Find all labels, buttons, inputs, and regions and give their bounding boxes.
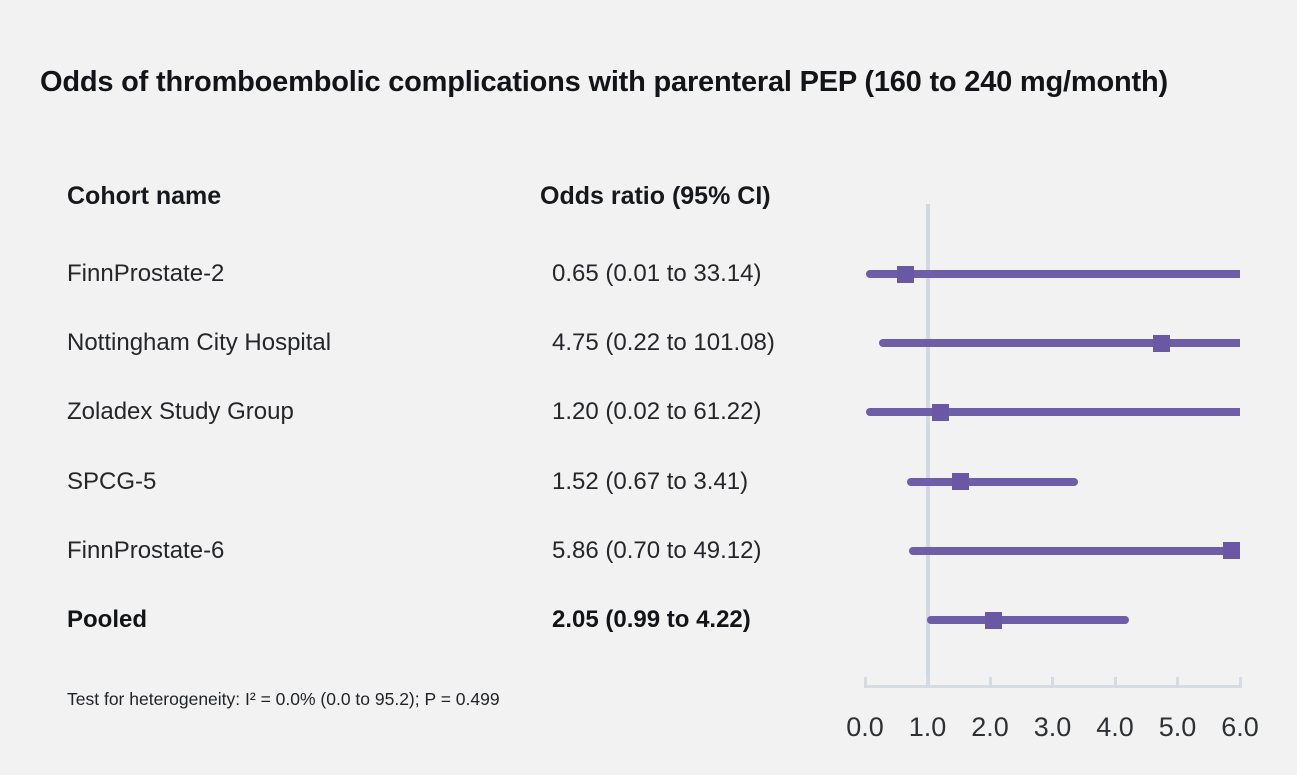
x-tick-label: 4.0: [1096, 712, 1134, 742]
x-tick-label: 6.0: [1221, 712, 1259, 742]
chart-title: Odds of thromboembolic complications wit…: [40, 66, 1168, 98]
x-tick: [988, 677, 992, 688]
cohort-label: Nottingham City Hospital: [67, 329, 332, 357]
ci-line: [906, 477, 1079, 486]
ci-line: [866, 408, 1240, 417]
x-tick: [863, 677, 867, 688]
or-marker: [897, 265, 915, 283]
or-value: 1.20 (0.02 to 61.22): [552, 398, 762, 426]
column-header-odds-ratio: Odds ratio (95% CI): [540, 182, 771, 210]
or-marker: [931, 403, 949, 421]
or-marker: [1153, 334, 1171, 352]
x-tick-label: 5.0: [1158, 712, 1197, 742]
x-tick: [1113, 677, 1117, 688]
or-value: 0.65 (0.01 to 33.14): [552, 260, 762, 287]
reference-line: [925, 204, 930, 688]
cohort-label: Pooled: [67, 606, 148, 633]
ci-line: [926, 616, 1129, 624]
or-value: 4.75 (0.22 to 101.08): [552, 329, 775, 357]
x-tick: [1238, 677, 1242, 688]
cohort-label: Zoladex Study Group: [67, 398, 294, 426]
ci-line: [878, 339, 1240, 348]
x-tick: [1176, 677, 1179, 688]
cohort-label: FinnProstate-6: [67, 536, 225, 564]
x-tick-label: 3.0: [1033, 712, 1072, 742]
or-marker: [984, 611, 1002, 629]
or-value: 5.86 (0.70 to 49.12): [552, 536, 762, 564]
x-tick: [1051, 677, 1054, 688]
or-value: 2.05 (0.99 to 4.22): [552, 606, 751, 633]
or-marker: [951, 473, 969, 491]
or-value: 1.52 (0.67 to 3.41): [552, 467, 749, 495]
cohort-label: FinnProstate-2: [67, 260, 225, 287]
x-tick-label: 1.0: [908, 712, 947, 742]
or-marker: [1222, 542, 1240, 560]
ci-line: [908, 546, 1240, 555]
cohort-label: SPCG-5: [67, 467, 157, 495]
x-tick: [926, 677, 929, 688]
x-tick-label: 0.0: [846, 712, 884, 742]
x-tick-label: 2.0: [971, 712, 1009, 742]
heterogeneity-footnote: Test for heterogeneity: I² = 0.0% (0.0 t…: [67, 689, 500, 709]
column-header-cohort-name: Cohort name: [67, 182, 222, 210]
ci-line: [865, 270, 1240, 278]
